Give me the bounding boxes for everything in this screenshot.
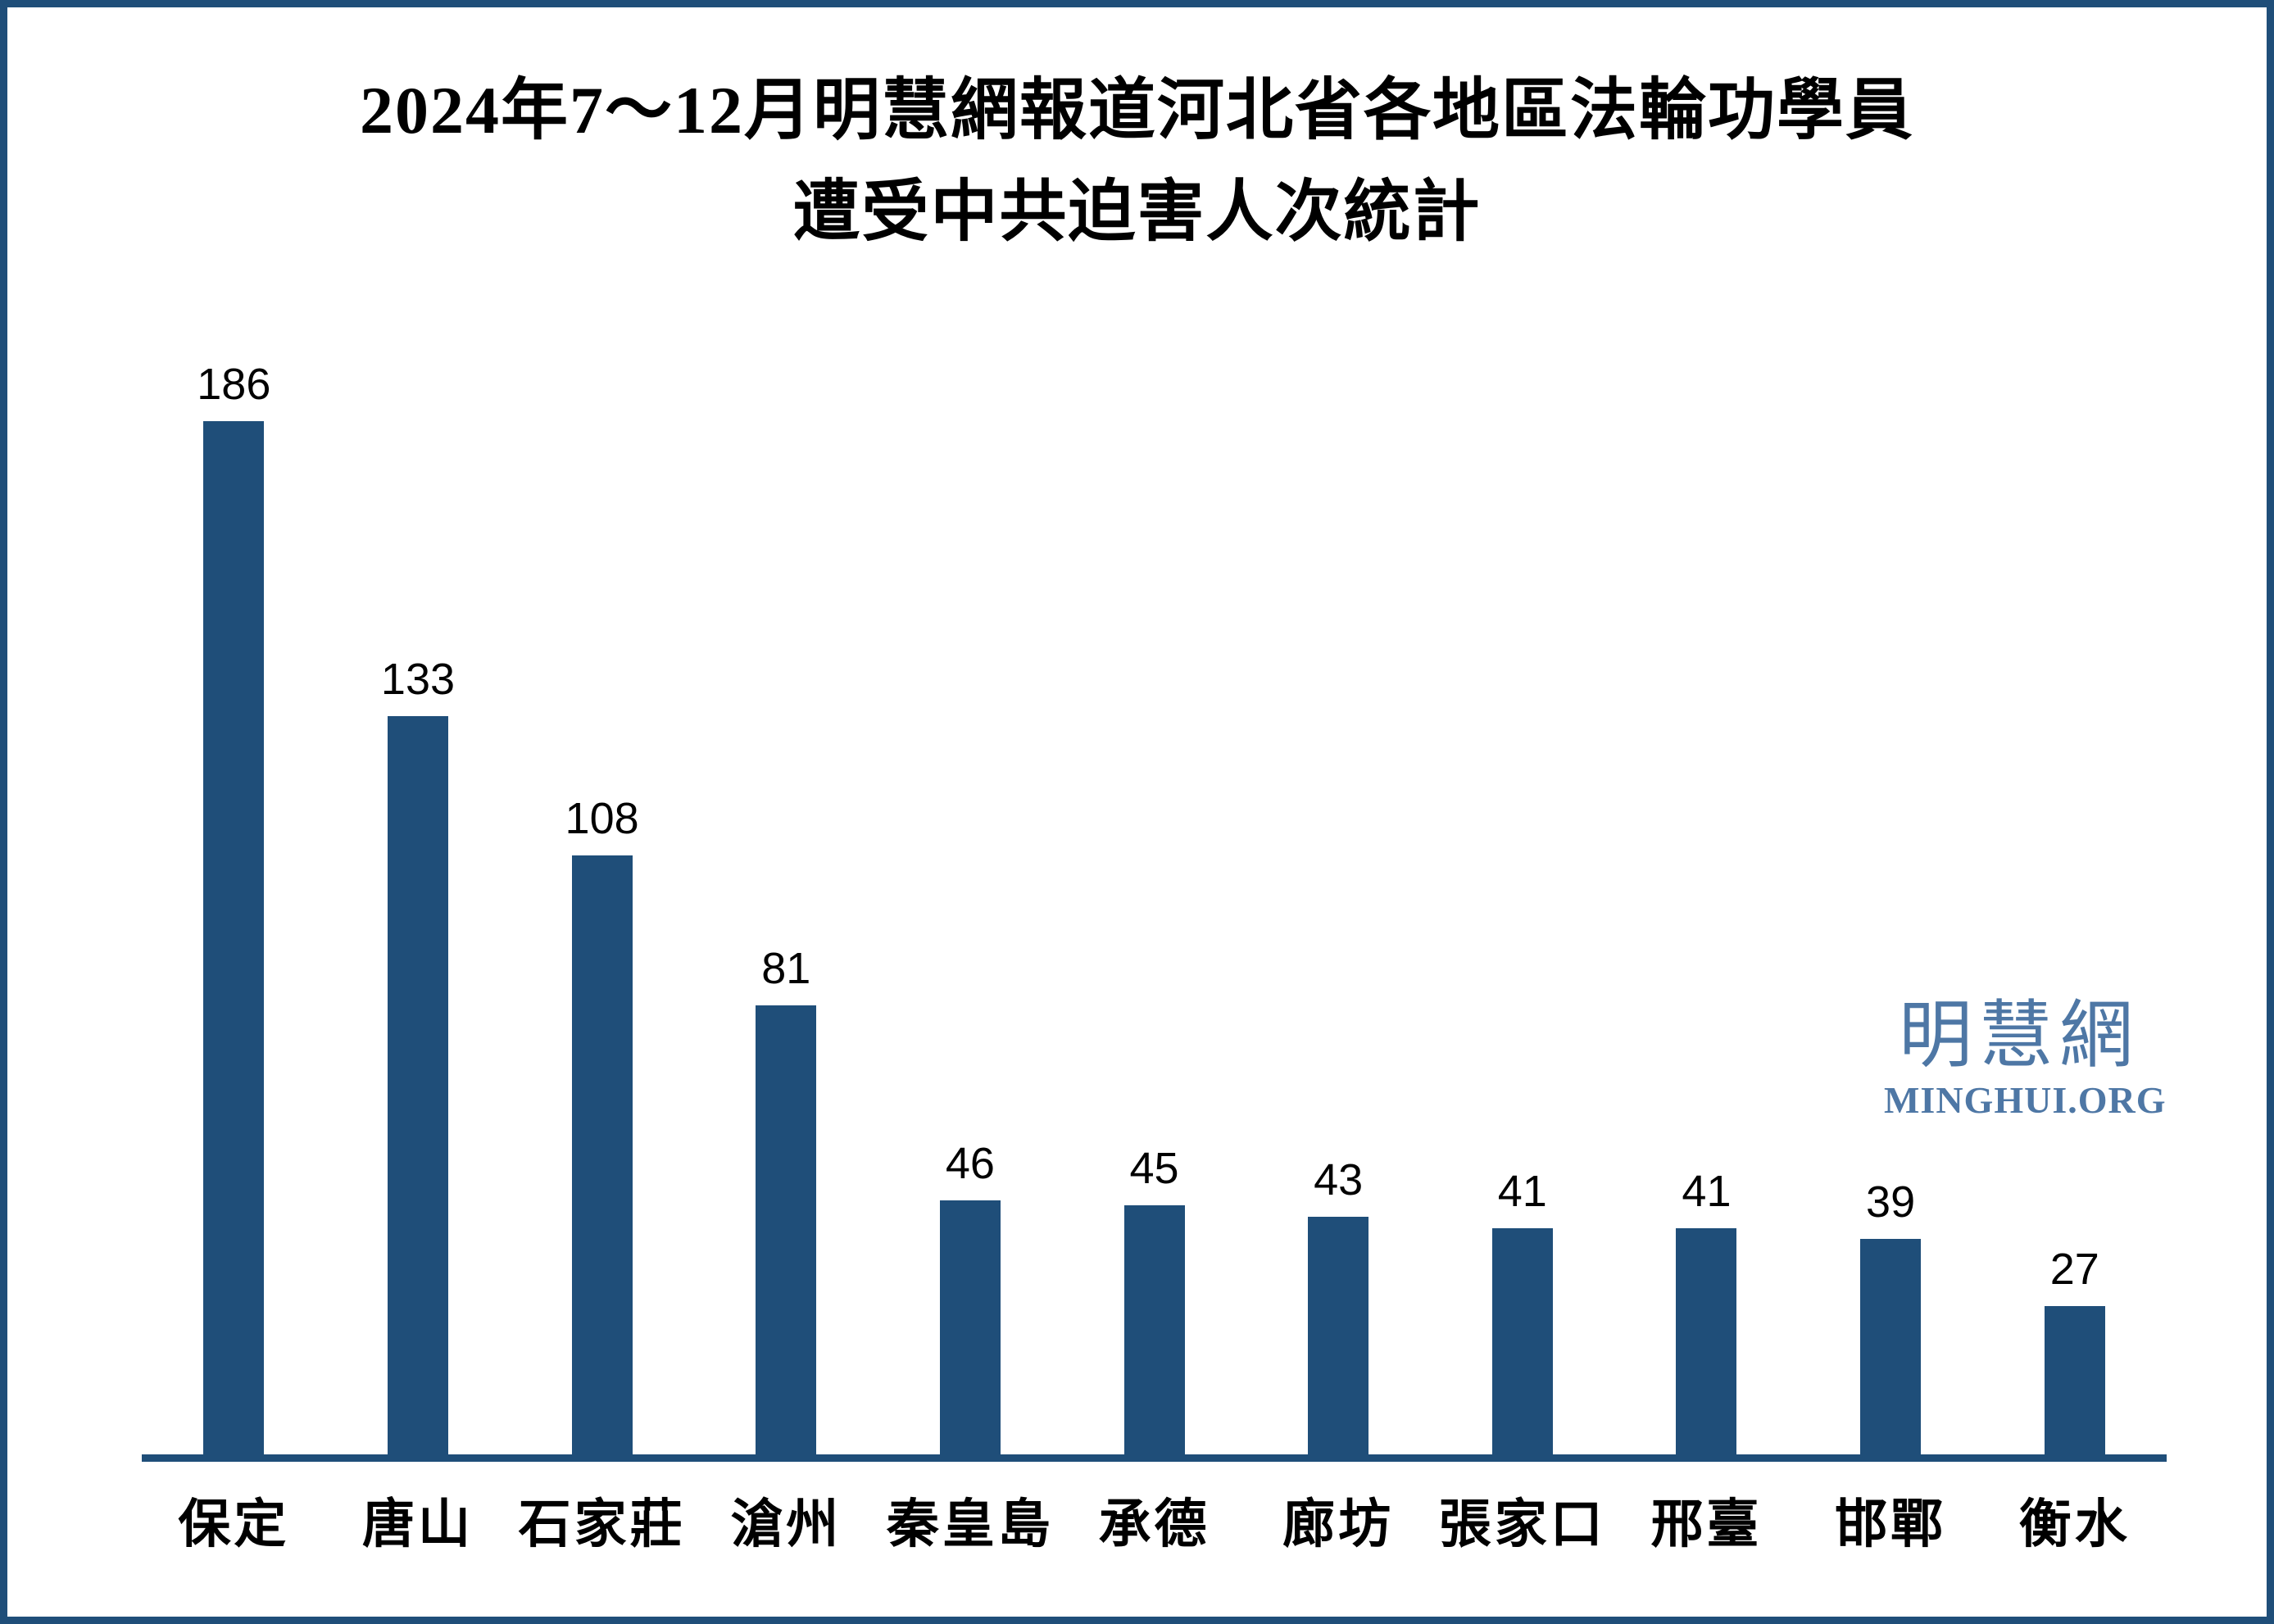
bar	[939, 1200, 1001, 1456]
bar-value-label: 81	[761, 944, 811, 993]
category-label: 邢臺	[1650, 1495, 1763, 1554]
bar-value-label: 41	[1682, 1167, 1732, 1216]
bar	[756, 1005, 817, 1456]
bar-group-9: 39	[1799, 352, 1983, 1456]
bar	[203, 421, 265, 1456]
minghui-watermark-url: MINGHUI.ORG	[1884, 1079, 2167, 1121]
bar-group-8: 41	[1614, 352, 1799, 1456]
chart-title-line2: 遭受中共迫害人次統計	[792, 175, 1482, 249]
bar-group-7: 41	[1430, 352, 1614, 1456]
category-label: 張家口	[1438, 1495, 1606, 1554]
bar	[1308, 1217, 1369, 1456]
bar-group-1: 133	[326, 352, 511, 1456]
bar-group-3: 81	[694, 352, 878, 1456]
category-label: 保定	[178, 1495, 290, 1554]
chart-title: 2024年7～12月明慧網報道河北省各地區法輪功學員 遭受中共迫害人次統計	[7, 60, 2267, 263]
category-label: 唐山	[361, 1495, 474, 1554]
bar-value-label: 43	[1314, 1155, 1364, 1204]
bar	[387, 716, 448, 1456]
minghui-watermark: 明慧網 MINGHUI.ORG	[1884, 996, 2167, 1122]
bar-group-6: 43	[1246, 352, 1431, 1456]
bar-group-4: 46	[878, 352, 1063, 1456]
bar	[2044, 1306, 2105, 1456]
category-label: 滄州	[730, 1495, 842, 1554]
bar-value-label: 41	[1497, 1167, 1547, 1216]
bar-value-label: 108	[565, 794, 639, 843]
minghui-watermark-cjk: 明慧網	[1899, 996, 2140, 1077]
bar-chart-plot-area: 186 133 108 81 46 45 43 41 41 39 27	[142, 352, 2167, 1456]
bar-value-label: 133	[380, 655, 456, 704]
bar-group-5: 45	[1062, 352, 1246, 1456]
bar	[1860, 1239, 1922, 1456]
bar-group-2: 108	[510, 352, 694, 1456]
category-label: 石家莊	[518, 1495, 686, 1554]
bar	[1676, 1228, 1737, 1456]
bar	[1123, 1205, 1185, 1456]
bar-value-label: 46	[945, 1139, 995, 1188]
category-label: 承德	[1098, 1495, 1210, 1554]
bar	[571, 855, 633, 1456]
x-axis-line	[142, 1454, 2167, 1462]
bar-value-label: 45	[1129, 1144, 1179, 1193]
bar-group-0: 186	[142, 352, 326, 1456]
bar-value-label: 186	[197, 360, 271, 409]
chart-title-line1: 2024年7～12月明慧網報道河北省各地區法輪功學員	[359, 73, 1914, 147]
bar-value-label: 27	[2049, 1245, 2099, 1294]
category-label: 衡水	[2018, 1495, 2131, 1554]
bar	[1491, 1228, 1553, 1456]
bar-value-label: 39	[1866, 1177, 1916, 1227]
category-label: 廊坊	[1282, 1495, 1395, 1554]
x-axis-category-labels: 保定 唐山 石家莊 滄州 秦皇島 承德 廊坊 張家口 邢臺 邯鄲 衡水	[142, 1482, 2167, 1558]
bar-group-10: 27	[1982, 352, 2167, 1456]
category-label: 邯鄲	[1835, 1495, 1947, 1554]
category-label: 秦皇島	[886, 1495, 1054, 1554]
